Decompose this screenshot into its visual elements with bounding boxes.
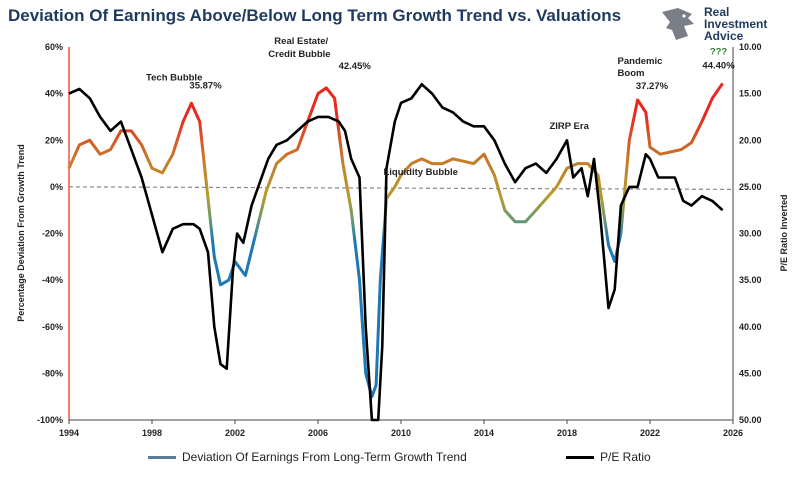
annotation-label: ??? (710, 46, 728, 57)
right-tick-label: 50.00 (739, 415, 762, 425)
legend-swatch-pe (566, 455, 594, 459)
left-tick-label: 0% (50, 182, 63, 192)
series-deviation-line (67, 82, 724, 399)
chart-legend: Deviation Of Earnings From Long-Term Gro… (0, 450, 800, 470)
left-tick-label: 60% (45, 42, 63, 52)
left-tick-label: -40% (42, 275, 63, 285)
y-axis-left-label: Percentage Deviation From Growth Trend (16, 144, 26, 322)
annotation-label: 35.87% (189, 80, 222, 91)
annotation-label: 42.45% (339, 61, 372, 72)
left-tick-label: -20% (42, 229, 63, 239)
annotation-label: 44.40% (702, 60, 735, 71)
right-tick-label: 15.00 (739, 89, 762, 99)
right-tick-labels: 10.00 15.00 20.00 25.00 30.00 35.00 40.00 45.00… (739, 42, 762, 425)
annotation-label: Real Estate/ (274, 36, 328, 47)
logo-line-2: Investment (704, 17, 768, 31)
legend-label-pe: P/E Ratio (600, 450, 651, 464)
annotation-label: Tech Bubble (146, 72, 202, 83)
right-tick-label: 35.00 (739, 275, 762, 285)
x-tick-label: 2002 (225, 428, 245, 438)
x-tick-label: 2006 (308, 428, 328, 438)
annotation-label: Liquidity Bubble (383, 167, 457, 178)
left-tick-labels: 60% 40% 20% 0% -20% -40% -60% -80% -100% (37, 42, 63, 425)
annotation-label: 37.27% (636, 81, 669, 92)
x-tick-labels: 1994 1998 2002 2006 2010 2014 2018 2022 2026 (59, 420, 743, 438)
chart-title: Deviation Of Earnings Above/Below Long T… (8, 6, 622, 25)
legend-label-deviation: Deviation Of Earnings From Long-Term Gro… (182, 450, 467, 464)
annotation-label: Credit Bubble (268, 49, 330, 60)
annotation-label: ZIRP Era (549, 121, 589, 132)
right-tick-label: 25.00 (739, 182, 762, 192)
eagle-logo-icon (662, 8, 694, 40)
left-tick-label: -80% (42, 368, 63, 378)
x-tick-label: 2014 (474, 428, 494, 438)
y-axis-right-label: P/E Ratio Inverted (779, 194, 789, 271)
logo-line-3: Advice (704, 29, 744, 43)
right-tick-label: 40.00 (739, 322, 762, 332)
x-tick-label: 2026 (723, 428, 743, 438)
annotation-label: Pandemic (618, 56, 663, 67)
zero-reference-line (68, 186, 734, 190)
right-tick-label: 45.00 (739, 368, 762, 378)
x-tick-label: 2022 (640, 428, 660, 438)
right-tick-label: 10.00 (739, 42, 762, 52)
right-tick-label: 20.00 (739, 135, 762, 145)
legend-item-deviation: Deviation Of Earnings From Long-Term Gro… (148, 450, 467, 464)
left-tick-label: 20% (45, 135, 63, 145)
series-pe-line (68, 83, 724, 422)
brand-logo: Real Investment Advice (658, 4, 798, 44)
annotation-label: Boom (618, 68, 645, 79)
x-tick-label: 2010 (391, 428, 411, 438)
left-tick-label: -100% (37, 415, 63, 425)
logo-line-1: Real (704, 5, 730, 19)
legend-item-pe: P/E Ratio (566, 450, 651, 464)
right-tick-label: 30.00 (739, 229, 762, 239)
x-tick-label: 1994 (59, 428, 79, 438)
x-tick-label: 2018 (557, 428, 577, 438)
logo-text: Real Investment Advice (704, 6, 767, 42)
legend-swatch-deviation (148, 455, 176, 459)
left-tick-label: 40% (45, 89, 63, 99)
left-tick-label: -60% (42, 322, 63, 332)
x-tick-label: 1998 (142, 428, 162, 438)
